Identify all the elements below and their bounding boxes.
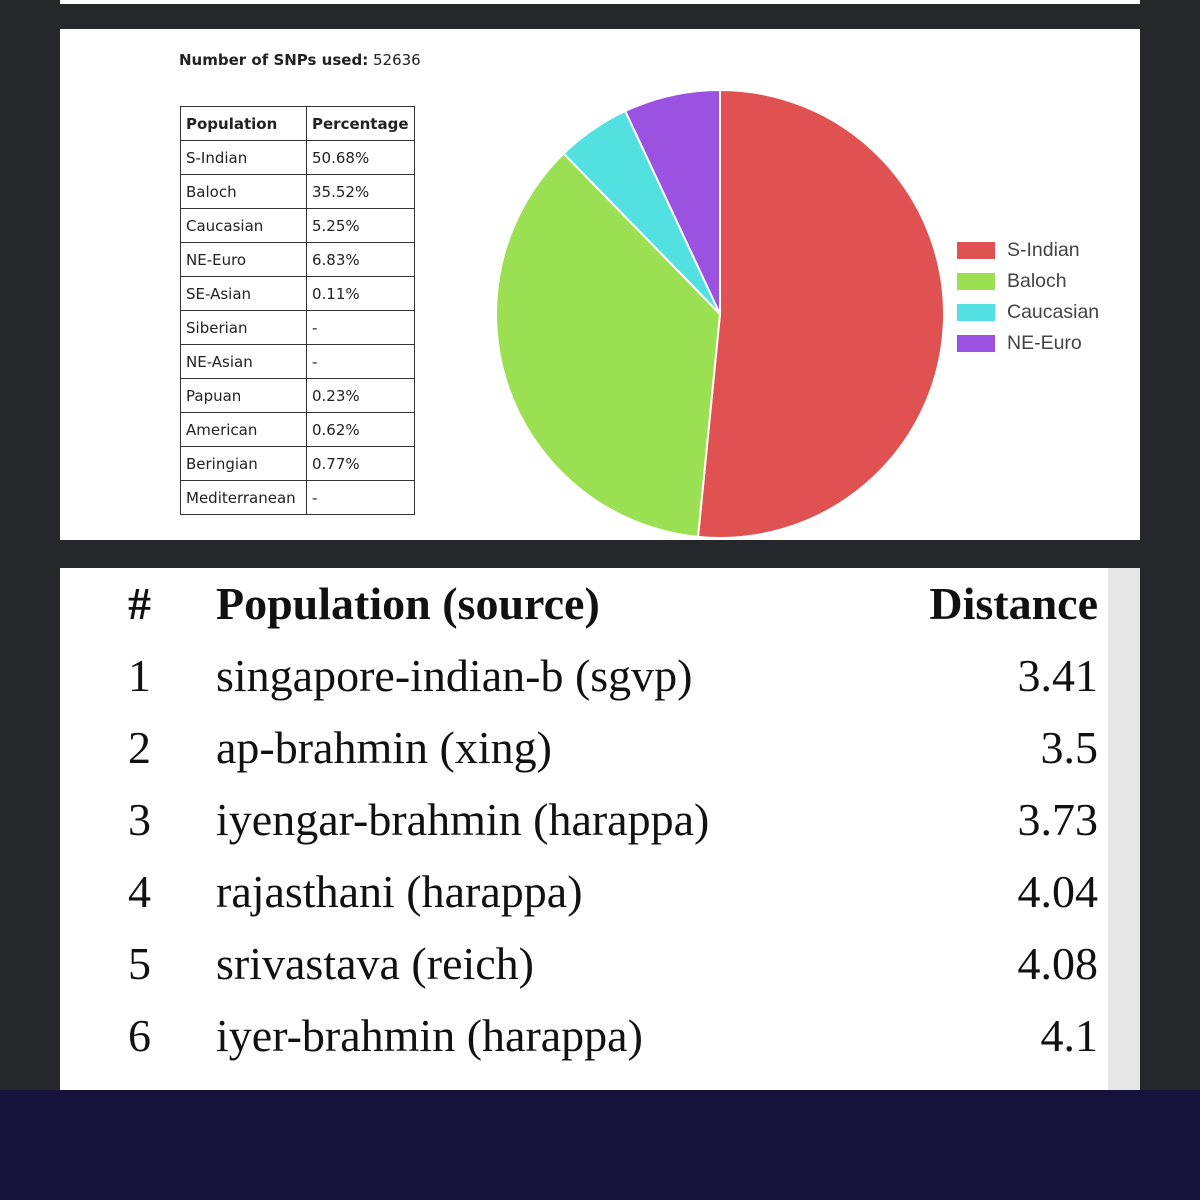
pie-slice-ne-euro <box>623 88 721 315</box>
admixture-panel: Number of SNPs used: 52636 Population Pe… <box>60 29 1140 540</box>
snp-count-label: Number of SNPs used: <box>179 51 369 69</box>
row-distance: 4.04 <box>1017 866 1099 917</box>
row-distance: 4.08 <box>1017 938 1099 989</box>
population-cell: Caucasian <box>180 208 307 243</box>
population-cell: Baloch <box>180 174 307 209</box>
legend-swatch <box>957 335 995 352</box>
distance-row: 4 rajasthani (harappa) 4.04 <box>60 856 1108 928</box>
legend-label: NE-Euro <box>1007 332 1082 354</box>
scrollbar-strip <box>1108 568 1140 1090</box>
column-header-percentage: Percentage <box>306 106 415 141</box>
table-row: S-Indian 50.68% <box>180 140 415 175</box>
pie-slice-baloch <box>495 152 722 539</box>
table-row: NE-Asian - <box>180 344 415 379</box>
legend-swatch <box>957 304 995 321</box>
row-population-source: iyengar-brahmin (harappa) <box>216 794 710 845</box>
legend-item: S-Indian <box>957 235 1099 266</box>
distance-row: 1 singapore-indian-b (sgvp) 3.41 <box>60 640 1108 712</box>
population-cell: Beringian <box>180 446 307 481</box>
pie-chart <box>495 88 945 539</box>
population-percentage-table: Population Percentage S-Indian 50.68% Balo… <box>180 106 415 515</box>
table-row: NE-Euro 6.83% <box>180 242 415 277</box>
percentage-cell: 0.23% <box>306 378 415 413</box>
population-cell: Papuan <box>180 378 307 413</box>
table-body: S-Indian 50.68% Baloch 35.52% Caucasian 5.25%… <box>180 140 415 515</box>
row-distance: 3.5 <box>1040 722 1099 773</box>
header-population-source: Population (source) <box>216 578 600 629</box>
percentage-cell: 0.62% <box>306 412 415 447</box>
legend-label: Caucasian <box>1007 301 1100 323</box>
population-cell: S-Indian <box>180 140 307 175</box>
distance-panel: # Population (source) Distance 1 singapor… <box>60 568 1140 1090</box>
row-population-source: ap-brahmin (xing) <box>216 722 552 773</box>
distance-row: 3 iyengar-brahmin (harappa) 3.73 <box>60 784 1108 856</box>
population-cell: NE-Euro <box>180 242 307 277</box>
percentage-cell: - <box>306 480 415 515</box>
row-distance: 3.73 <box>1017 794 1099 845</box>
percentage-cell: 6.83% <box>306 242 415 277</box>
chart-legend: S-Indian Baloch Caucasian NE-Euro <box>957 235 1099 359</box>
distance-row: 2 ap-brahmin (xing) 3.5 <box>60 712 1108 784</box>
table-row: Siberian - <box>180 310 415 345</box>
row-population-source: srivastava (reich) <box>216 938 535 989</box>
row-number: 3 <box>128 794 151 845</box>
top-card-edge <box>60 0 1140 4</box>
percentage-cell: 0.11% <box>306 276 415 311</box>
distance-row: 5 srivastava (reich) 4.08 <box>60 928 1108 1000</box>
column-header-population: Population <box>180 106 307 141</box>
snp-count-line: Number of SNPs used: 52636 <box>179 51 421 69</box>
row-number: 5 <box>128 938 151 989</box>
row-number: 4 <box>128 866 151 917</box>
population-cell: Mediterranean <box>180 480 307 515</box>
footer-band <box>0 1090 1200 1200</box>
percentage-cell: 50.68% <box>306 140 415 175</box>
legend-item: NE-Euro <box>957 328 1099 359</box>
row-number: 6 <box>128 1010 151 1061</box>
population-cell: SE-Asian <box>180 276 307 311</box>
header-distance: Distance <box>929 578 1098 629</box>
population-cell: Siberian <box>180 310 307 345</box>
legend-label: Baloch <box>1007 270 1067 292</box>
table-row: Papuan 0.23% <box>180 378 415 413</box>
table-header-row: Population Percentage <box>180 106 415 141</box>
row-number: 1 <box>128 650 151 701</box>
distance-row: 6 iyer-brahmin (harappa) 4.1 <box>60 1000 1108 1072</box>
legend-swatch <box>957 242 995 259</box>
population-cell: NE-Asian <box>180 344 307 379</box>
header-number: # <box>128 578 151 629</box>
legend-swatch <box>957 273 995 290</box>
percentage-cell: 5.25% <box>306 208 415 243</box>
percentage-cell: - <box>306 344 415 379</box>
row-distance: 3.41 <box>1017 650 1099 701</box>
row-distance: 4.1 <box>1040 1010 1099 1061</box>
legend-item: Caucasian <box>957 297 1099 328</box>
percentage-cell: 35.52% <box>306 174 415 209</box>
table-row: Caucasian 5.25% <box>180 208 415 243</box>
legend-label: S-Indian <box>1007 239 1080 261</box>
percentage-cell: - <box>306 310 415 345</box>
table-row: Mediterranean - <box>180 480 415 515</box>
pie-slice-s-indian <box>696 88 945 539</box>
population-cell: American <box>180 412 307 447</box>
row-number: 2 <box>128 722 151 773</box>
row-population-source: iyer-brahmin (harappa) <box>216 1010 643 1061</box>
legend-item: Baloch <box>957 266 1099 297</box>
snp-count-value: 52636 <box>372 51 421 69</box>
table-row: SE-Asian 0.11% <box>180 276 415 311</box>
table-row: American 0.62% <box>180 412 415 447</box>
table-row: Beringian 0.77% <box>180 446 415 481</box>
distance-header-row: # Population (source) Distance <box>60 568 1108 640</box>
row-population-source: singapore-indian-b (sgvp) <box>216 650 693 701</box>
table-row: Baloch 35.52% <box>180 174 415 209</box>
row-population-source: rajasthani (harappa) <box>216 866 583 917</box>
percentage-cell: 0.77% <box>306 446 415 481</box>
